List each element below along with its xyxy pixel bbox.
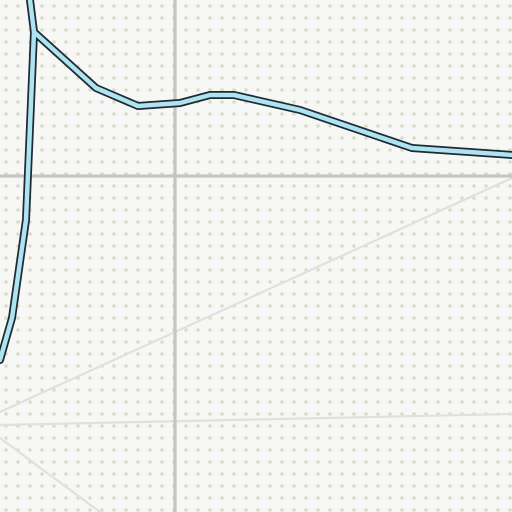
river-water-main	[27, 0, 512, 158]
minor-roads	[0, 176, 512, 512]
minor-road-diagonal	[0, 176, 512, 414]
minor-road-lower-diagonal	[0, 436, 102, 512]
river-water-branch	[0, 29, 37, 363]
river	[0, 0, 512, 364]
minor-road-horizontal	[0, 412, 512, 427]
